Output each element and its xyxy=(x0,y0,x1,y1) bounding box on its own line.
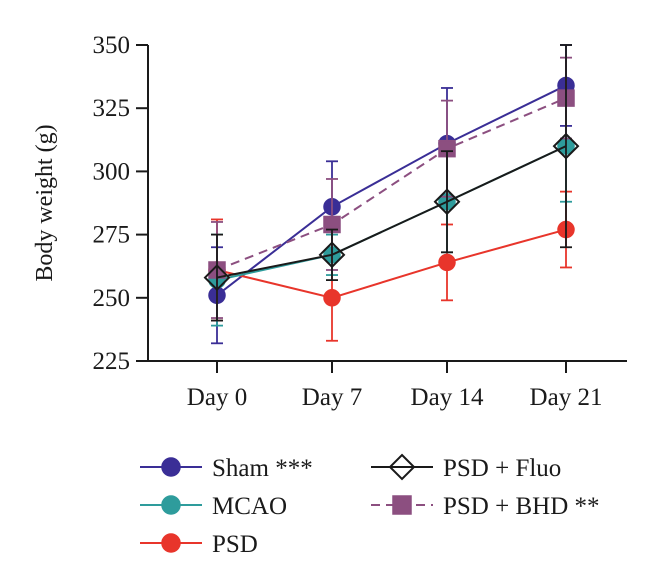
y-tick-label: 300 xyxy=(93,158,131,185)
series-layer xyxy=(203,44,580,345)
y-ticks: 225 250 275 300 325 350 xyxy=(93,32,148,375)
data-point xyxy=(433,188,461,216)
series-line xyxy=(216,228,567,299)
legend-marker xyxy=(392,495,412,515)
legend-label: PSD + Fluo xyxy=(443,455,561,482)
data-point xyxy=(318,241,346,269)
legend-item: MCAO xyxy=(140,493,287,520)
y-tick-label: 250 xyxy=(93,285,131,312)
series-line xyxy=(216,145,567,279)
data-point xyxy=(552,132,580,160)
legend-marker xyxy=(161,457,181,477)
series-3 xyxy=(203,44,580,322)
data-point xyxy=(438,253,456,272)
series-0 xyxy=(208,44,575,345)
legend: Sham *** MCAO PSD PSD + Fluo PSD + BHD ** xyxy=(140,453,600,558)
legend-item: PSD + Fluo xyxy=(371,453,561,482)
y-tick-label: 350 xyxy=(93,32,131,59)
legend-label: PSD + BHD ** xyxy=(443,493,600,520)
legend-label: Sham *** xyxy=(212,455,313,482)
data-point xyxy=(203,264,231,291)
legend-label: PSD xyxy=(212,531,258,558)
y-axis-label: Body weight (g) xyxy=(32,124,58,281)
legend-marker xyxy=(388,453,416,481)
legend-marker xyxy=(161,533,181,553)
x-tick-label: Day 0 xyxy=(187,384,247,411)
x-tick-label: Day 21 xyxy=(530,384,603,411)
series-2 xyxy=(208,190,575,342)
series-line xyxy=(216,97,567,271)
series-1 xyxy=(208,89,575,327)
y-tick-label: 225 xyxy=(93,348,131,375)
data-point xyxy=(323,289,341,307)
legend-label: MCAO xyxy=(212,493,287,520)
legend-item: PSD xyxy=(140,531,258,558)
series-line xyxy=(216,145,567,282)
x-tick-label: Day 14 xyxy=(411,384,484,411)
series-line xyxy=(216,84,567,297)
legend-item: PSD + BHD ** xyxy=(371,493,600,520)
y-tick-label: 325 xyxy=(93,95,131,122)
x-ticks: Day 0 Day 7 Day 14 Day 21 xyxy=(187,361,603,411)
legend-marker xyxy=(161,495,181,515)
legend-item: Sham *** xyxy=(140,455,313,482)
y-tick-label: 275 xyxy=(93,222,131,249)
x-tick-label: Day 7 xyxy=(302,384,362,411)
